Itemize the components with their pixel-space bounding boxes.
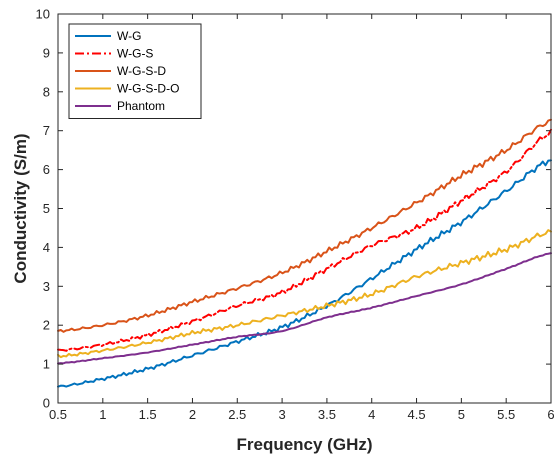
legend: W-G W-G-S W-G-S-D W-G-S-D-O Phantom	[68, 23, 202, 119]
legend-label: W-G-S	[117, 47, 153, 61]
x-tick-label: 4.5	[408, 407, 426, 422]
y-tick-label: 9	[43, 45, 50, 60]
y-tick-label: 0	[43, 396, 50, 411]
x-tick-label: 3	[278, 407, 285, 422]
y-tick-label: 7	[43, 123, 50, 138]
series-line-phantom	[57, 252, 552, 365]
legend-label: Phantom	[117, 99, 165, 113]
x-tick-label: 4	[368, 407, 375, 422]
series-line-w-g-s-d-o	[57, 229, 552, 359]
series-line-w-g	[57, 159, 552, 388]
x-tick-label: 1	[99, 407, 106, 422]
series-line-w-g-s	[57, 128, 552, 352]
x-tick-label: 0.5	[49, 407, 67, 422]
x-axis-title: Frequency (GHz)	[236, 435, 372, 454]
y-tick-label: 3	[43, 279, 50, 294]
y-tick-label: 5	[43, 201, 50, 216]
y-tick-label: 10	[36, 7, 50, 22]
tick-layer: 0.5 1 1.5 2 2.5 3 3.5 4 4.5 5 5.5 6 0 1 2 3 4 5 6 7 8 9 10	[36, 7, 555, 423]
legend-label: W-G-S-D	[117, 64, 166, 78]
legend-label: W-G-S-D-O	[117, 82, 179, 96]
y-tick-label: 8	[43, 84, 50, 99]
x-tick-label: 5	[458, 407, 465, 422]
y-tick-label: 4	[43, 240, 50, 255]
x-tick-label: 1.5	[139, 407, 157, 422]
y-axis-title: Conductivity (S/m)	[11, 133, 30, 283]
series-line-w-g-s-d	[57, 118, 552, 333]
x-tick-label: 2.5	[228, 407, 246, 422]
y-tick-label: 2	[43, 318, 50, 333]
series-layer	[57, 118, 552, 388]
legend-label: W-G	[117, 29, 141, 43]
x-tick-label: 5.5	[497, 407, 515, 422]
x-tick-label: 6	[547, 407, 554, 422]
x-tick-label: 2	[189, 407, 196, 422]
y-tick-label: 6	[43, 162, 50, 177]
y-tick-label: 1	[43, 357, 50, 372]
x-tick-label: 3.5	[318, 407, 336, 422]
